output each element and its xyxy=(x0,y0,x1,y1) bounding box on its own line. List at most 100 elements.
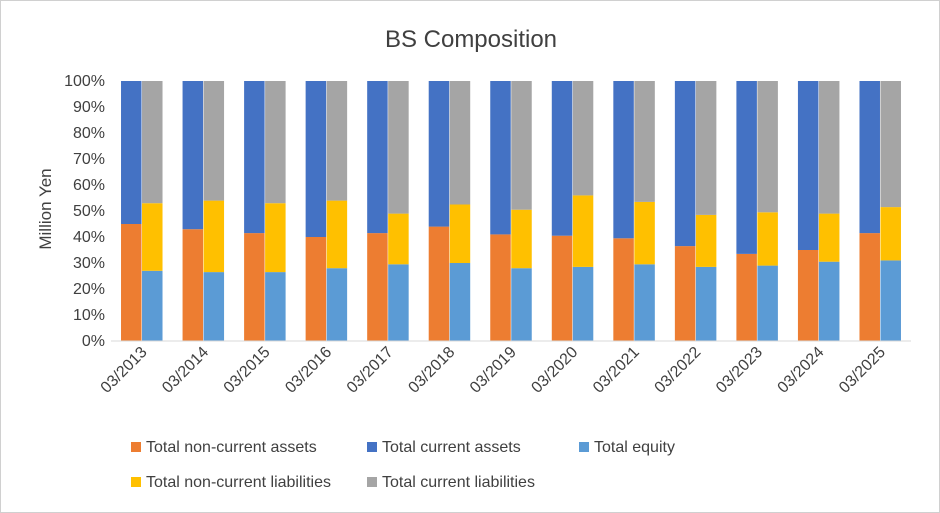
y-tick-label: 0% xyxy=(82,333,105,350)
bar-total-current-liabilities-03-2017 xyxy=(388,81,409,214)
x-tick-label: 03/2023 xyxy=(713,344,766,397)
bar-total-non-current-liabilities-03-2023 xyxy=(757,212,778,266)
legend-swatch-total-current-liabilities xyxy=(367,477,377,487)
legend-label-total-equity: Total equity xyxy=(594,439,675,456)
bar-total-current-assets-03-2015 xyxy=(244,81,265,234)
bar-total-non-current-assets-03-2018 xyxy=(428,226,450,341)
legend-label-total-current-liabilities: Total current liabilities xyxy=(382,474,535,491)
bar-total-non-current-liabilities-03-2021 xyxy=(634,201,655,265)
bar-total-current-liabilities-03-2018 xyxy=(449,81,471,205)
x-tick-label: 03/2022 xyxy=(652,344,705,397)
bar-total-non-current-assets-03-2025 xyxy=(859,233,880,341)
bar-total-current-assets-03-2013 xyxy=(121,81,142,224)
bar-total-non-current-liabilities-03-2013 xyxy=(142,203,163,271)
bar-total-equity-03-2018 xyxy=(449,263,471,341)
legend-swatch-total-non-current-liabilities xyxy=(131,477,141,487)
bar-total-equity-03-2019 xyxy=(511,268,532,341)
bar-total-current-liabilities-03-2021 xyxy=(634,81,655,202)
bar-total-current-liabilities-03-2025 xyxy=(880,81,901,208)
bar-total-equity-03-2022 xyxy=(695,266,717,341)
y-tick-label: 10% xyxy=(73,307,105,324)
bar-total-non-current-liabilities-03-2014 xyxy=(203,200,225,273)
bar-total-equity-03-2014 xyxy=(203,272,225,341)
bar-total-non-current-assets-03-2019 xyxy=(490,234,511,341)
x-tick-label: 03/2015 xyxy=(221,344,274,397)
bar-total-equity-03-2016 xyxy=(326,268,348,341)
y-tick-label: 40% xyxy=(73,229,105,246)
y-tick-label: 90% xyxy=(73,99,105,116)
bar-total-current-assets-03-2018 xyxy=(428,81,450,227)
legend-swatch-total-equity xyxy=(579,442,589,452)
y-tick-label: 20% xyxy=(73,281,105,298)
bar-total-non-current-assets-03-2023 xyxy=(736,253,757,341)
x-tick-label: 03/2013 xyxy=(98,344,151,397)
x-tick-label: 03/2020 xyxy=(528,344,581,397)
bar-total-non-current-liabilities-03-2024 xyxy=(818,213,840,262)
y-tick-label: 70% xyxy=(73,151,105,168)
bar-total-current-liabilities-03-2019 xyxy=(511,81,532,210)
x-tick-label: 03/2017 xyxy=(344,344,397,397)
bar-total-current-assets-03-2024 xyxy=(797,81,819,250)
bar-total-non-current-assets-03-2013 xyxy=(121,224,142,341)
bar-total-current-liabilities-03-2022 xyxy=(695,81,717,215)
y-axis-ticks: 0% 10% 20% 30% 40% 50% 60% 70% 80% 90% 100% xyxy=(64,73,105,350)
legend-swatch-total-non-current-assets xyxy=(131,442,141,452)
bar-total-non-current-assets-03-2015 xyxy=(244,233,265,341)
y-axis-title: Million Yen xyxy=(36,168,55,249)
bar-total-current-assets-03-2016 xyxy=(305,81,327,237)
bar-total-current-assets-03-2022 xyxy=(674,81,696,247)
bar-total-current-assets-03-2025 xyxy=(859,81,880,234)
bar-total-equity-03-2025 xyxy=(880,260,901,341)
chart-title: BS Composition xyxy=(385,26,557,53)
bar-total-non-current-assets-03-2016 xyxy=(305,237,327,341)
bar-series xyxy=(121,81,901,341)
bar-total-non-current-assets-03-2022 xyxy=(674,246,696,341)
legend-label-total-current-assets: Total current assets xyxy=(382,439,521,456)
bar-total-current-assets-03-2014 xyxy=(182,81,204,230)
bar-total-current-assets-03-2020 xyxy=(551,81,573,236)
bar-total-equity-03-2021 xyxy=(634,264,655,341)
y-tick-label: 50% xyxy=(73,203,105,220)
bar-total-non-current-assets-03-2020 xyxy=(551,235,573,341)
legend-label-total-non-current-assets: Total non-current assets xyxy=(146,439,317,456)
bar-total-non-current-liabilities-03-2017 xyxy=(388,213,409,265)
x-tick-label: 03/2018 xyxy=(405,344,458,397)
bar-total-equity-03-2023 xyxy=(757,265,778,341)
bar-total-non-current-liabilities-03-2020 xyxy=(572,195,594,267)
bar-total-current-liabilities-03-2023 xyxy=(757,81,778,213)
bar-total-current-assets-03-2023 xyxy=(736,81,757,254)
bar-total-current-assets-03-2017 xyxy=(367,81,388,234)
bar-total-equity-03-2015 xyxy=(265,272,286,341)
legend: Total non-current assets Total current as… xyxy=(131,439,675,491)
bar-total-non-current-assets-03-2014 xyxy=(182,229,204,341)
bar-total-current-liabilities-03-2015 xyxy=(265,81,286,204)
bar-total-current-assets-03-2019 xyxy=(490,81,511,235)
bar-total-equity-03-2013 xyxy=(142,270,163,341)
bar-total-non-current-assets-03-2017 xyxy=(367,233,388,341)
bar-total-current-liabilities-03-2020 xyxy=(572,81,594,196)
bar-total-non-current-assets-03-2021 xyxy=(613,238,634,341)
y-tick-label: 80% xyxy=(73,125,105,142)
bar-total-non-current-liabilities-03-2015 xyxy=(265,203,286,273)
legend-swatch-total-current-assets xyxy=(367,442,377,452)
bar-total-non-current-assets-03-2024 xyxy=(797,250,819,341)
bar-total-non-current-liabilities-03-2016 xyxy=(326,200,348,269)
bar-total-current-liabilities-03-2013 xyxy=(142,81,163,204)
bar-total-non-current-liabilities-03-2025 xyxy=(880,207,901,261)
x-axis-ticks: 03/2013 03/2014 03/2015 03/2016 03/2017 03/20… xyxy=(98,344,889,397)
y-tick-label: 100% xyxy=(64,73,105,90)
bar-total-current-liabilities-03-2014 xyxy=(203,81,225,201)
x-tick-label: 03/2024 xyxy=(775,344,828,397)
x-tick-label: 03/2025 xyxy=(836,344,889,397)
bar-total-non-current-liabilities-03-2018 xyxy=(449,204,471,263)
x-tick-label: 03/2014 xyxy=(159,344,212,397)
x-tick-label: 03/2016 xyxy=(282,344,335,397)
y-tick-label: 30% xyxy=(73,255,105,272)
legend-label-total-non-current-liabilities: Total non-current liabilities xyxy=(146,474,331,491)
bar-total-non-current-liabilities-03-2022 xyxy=(695,214,717,267)
bar-total-equity-03-2024 xyxy=(818,261,840,341)
x-tick-label: 03/2021 xyxy=(590,344,643,397)
bar-total-current-assets-03-2021 xyxy=(613,81,634,239)
x-tick-label: 03/2019 xyxy=(467,344,520,397)
